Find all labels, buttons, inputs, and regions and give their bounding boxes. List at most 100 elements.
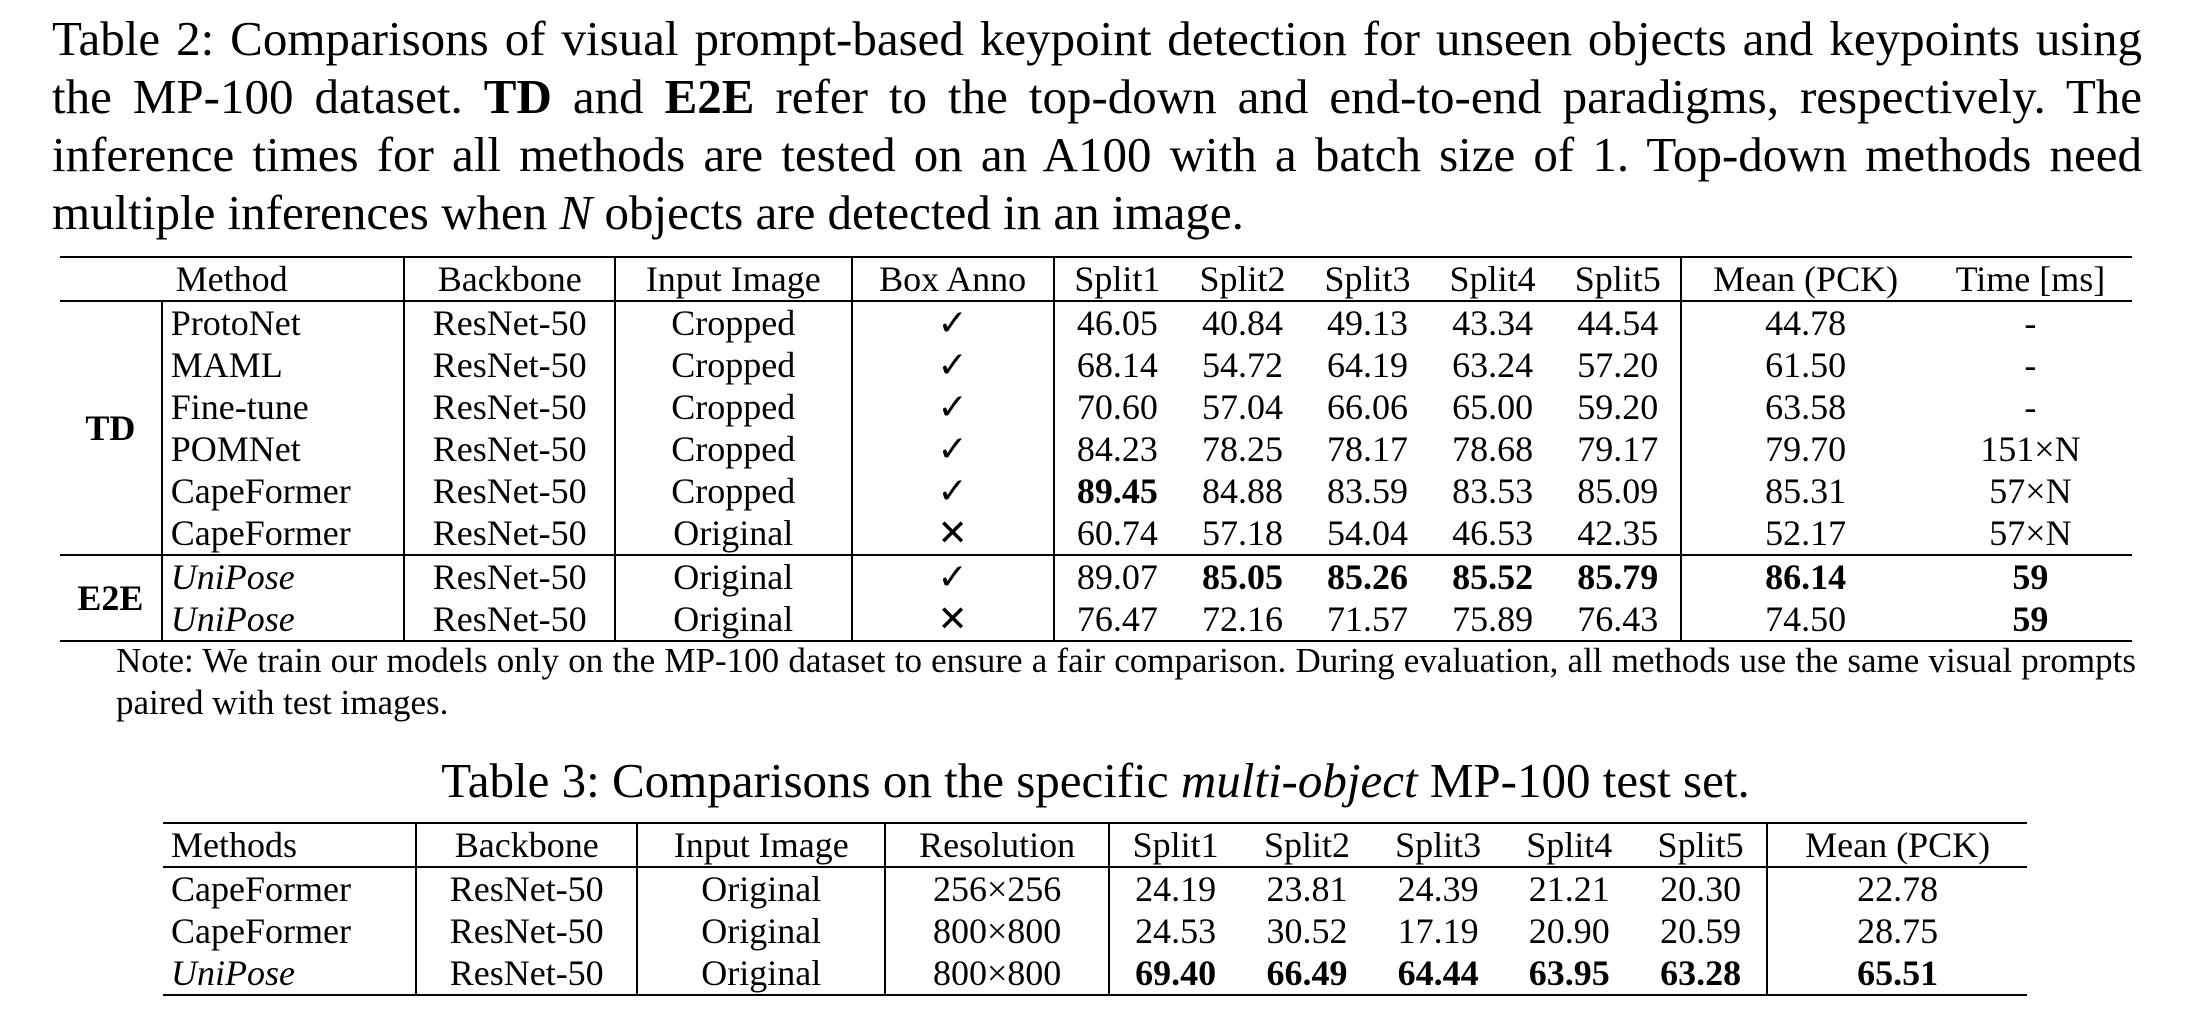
table2-header-split3: Split3	[1305, 257, 1431, 302]
table2-cell-split2: 72.16	[1202, 599, 1283, 639]
table3-cell-method: CapeFormer	[163, 867, 418, 910]
table2-cell-split4: 75.89	[1452, 599, 1534, 639]
table2-cell-backbone: ResNet-50	[404, 512, 617, 555]
table2-cell-split5: 42.35	[1555, 512, 1683, 555]
table3-header-mean: Mean (PCK)	[1767, 823, 2027, 868]
table3-cell-split3: 24.39	[1397, 869, 1479, 909]
table2-cell-method: Fine-tune	[161, 386, 406, 428]
table2-cell-mean: 85.31	[1765, 471, 1847, 511]
table2-row: Fine-tune ResNet-50 Cropped ✓ 70.60 57.0…	[60, 386, 2132, 428]
table2-cell-method: ProtoNet	[161, 301, 406, 344]
table2-group-e2e: E2E	[60, 554, 163, 641]
table2-cell-input: Cropped	[615, 386, 853, 428]
table3-cell-split1: 69.40	[1135, 953, 1217, 993]
table2-row: CapeFormer ResNet-50 Original ✕ 60.74 57…	[60, 512, 2132, 555]
table2-cell-mean: 52.17	[1765, 513, 1847, 553]
table2-cell-mean: 63.58	[1765, 387, 1847, 427]
table2-cell-time: 57×N	[1989, 513, 2072, 553]
table2-header-split2: Split2	[1179, 257, 1306, 302]
table3-header-resolution: Resolution	[885, 823, 1110, 868]
table3-header-split2: Split2	[1241, 823, 1373, 868]
table2-cell-method: CapeFormer	[161, 512, 406, 555]
table2-cell-split2: 85.05	[1179, 554, 1306, 598]
table2-cell-split5: 85.79	[1555, 554, 1683, 598]
table2-cell-backbone: ResNet-50	[404, 598, 617, 641]
table2: Method Backbone Input Image Box Anno Spl…	[60, 256, 2132, 642]
checkmark-icon: ✓	[851, 554, 1055, 598]
table3-cell-resolution: 800×800	[885, 952, 1110, 995]
table2-cell-time: 59	[2012, 599, 2049, 639]
table3-row: CapeFormer ResNet-50 Original 800×800 24…	[163, 910, 2027, 952]
table2-cell-input: Original	[615, 554, 853, 598]
table2-header-method: Method	[60, 257, 406, 302]
table3-cell-split4: 21.21	[1528, 869, 1610, 909]
table2-cell-split4: 63.24	[1452, 345, 1534, 385]
table3-row: UniPose ResNet-50 Original 800×800 69.40…	[163, 952, 2027, 995]
table2-cell-split4: 78.68	[1452, 429, 1534, 469]
table2-caption-td: TD	[483, 69, 552, 124]
table2-cell-split1: 89.07	[1053, 554, 1180, 598]
table3-header-split1: Split1	[1108, 823, 1242, 868]
table2-header-time: Time [ms]	[1928, 257, 2132, 302]
table2-cell-split5: 76.43	[1555, 598, 1683, 641]
table3-caption-text: MP-100 test set.	[1417, 753, 1750, 808]
table2-cell-mean: 86.14	[1681, 554, 1929, 598]
table2-cell-split4: 85.52	[1430, 554, 1556, 598]
table2-cell-backbone: ResNet-50	[404, 428, 617, 470]
table2-cell-time: -	[2024, 303, 2037, 343]
table3-cell-split3: 64.44	[1397, 953, 1479, 993]
table2-cell-method: POMNet	[161, 428, 406, 470]
table3: Methods Backbone Input Image Resolution …	[163, 822, 2027, 996]
table2-cell-split2: 57.04	[1202, 387, 1283, 427]
table3-cell-mean: 28.75	[1857, 911, 1939, 951]
table2-cell-backbone: ResNet-50	[404, 554, 617, 598]
table3-cell-split5: 20.30	[1634, 867, 1769, 910]
table3-cell-resolution: 256×256	[885, 867, 1110, 910]
table2-header-backbone: Backbone	[404, 257, 617, 302]
table3-cell-input: Original	[637, 910, 887, 952]
table2-cell-time: 151×N	[1980, 429, 2081, 469]
table3-caption-text: Comparisons on the specific	[599, 753, 1181, 808]
table3-cell-backbone: ResNet-50	[416, 910, 639, 952]
table2-row: TD ProtoNet ResNet-50 Cropped ✓ 46.05 40…	[60, 301, 2132, 555]
table2-caption-text: objects are detected in an image.	[592, 185, 1244, 240]
table2-cell-split2: 84.88	[1202, 471, 1283, 511]
table2-group-td: TD	[60, 301, 163, 555]
table2-cell-backbone: ResNet-50	[404, 344, 617, 386]
table2-cell-mean: 79.70	[1765, 429, 1847, 469]
table3-header-input: Input Image	[637, 823, 887, 868]
table3-cell-input: Original	[637, 867, 887, 910]
table2-cell-split3: 85.26	[1305, 554, 1431, 598]
table3-cell-input: Original	[637, 952, 887, 995]
table3-header-split3: Split3	[1372, 823, 1504, 868]
table2-header-split5: Split5	[1555, 257, 1683, 302]
table2-header-mean: Mean (PCK)	[1681, 257, 1929, 302]
table2-cell-method: MAML	[161, 344, 406, 386]
table2-cell-split1: 46.05	[1076, 303, 1158, 343]
table2-row: POMNet ResNet-50 Cropped ✓ 84.23 78.25 7…	[60, 428, 2132, 470]
table3-header-methods: Methods	[163, 823, 418, 868]
table2-caption-label: Table 2:	[52, 11, 215, 66]
table3-cell-method: UniPose	[163, 952, 418, 995]
table3-caption-italic: multi-object	[1180, 753, 1418, 808]
table2-cell-backbone: ResNet-50	[404, 386, 617, 428]
table3-row: CapeFormer ResNet-50 Original 256×256 24…	[163, 867, 2027, 910]
checkmark-icon: ✓	[851, 301, 1055, 344]
table2-cell-backbone: ResNet-50	[404, 470, 617, 512]
table2-cell-split1: 68.14	[1076, 345, 1158, 385]
table3-header-split4: Split4	[1503, 823, 1635, 868]
table2-cell-split1: 89.45	[1076, 471, 1158, 511]
cross-icon: ✕	[851, 512, 1055, 555]
table2-cell-split2: 40.84	[1202, 303, 1283, 343]
checkmark-icon: ✓	[851, 428, 1055, 470]
table2-cell-split4: 46.53	[1452, 513, 1534, 553]
table2-cell-mean: 61.50	[1765, 345, 1847, 385]
table2-caption-text: Comparisons of visual prompt-based keypo…	[52, 11, 2143, 124]
cross-icon: ✕	[851, 598, 1055, 641]
table2-cell-split4: 83.53	[1452, 471, 1534, 511]
table2-cell-split2: 78.25	[1202, 429, 1283, 469]
table2-cell-split2: 57.18	[1202, 513, 1283, 553]
table2-cell-input: Cropped	[615, 344, 853, 386]
table2-cell-split5: 79.17	[1555, 428, 1683, 470]
table2-header-box: Box Anno	[851, 257, 1055, 302]
